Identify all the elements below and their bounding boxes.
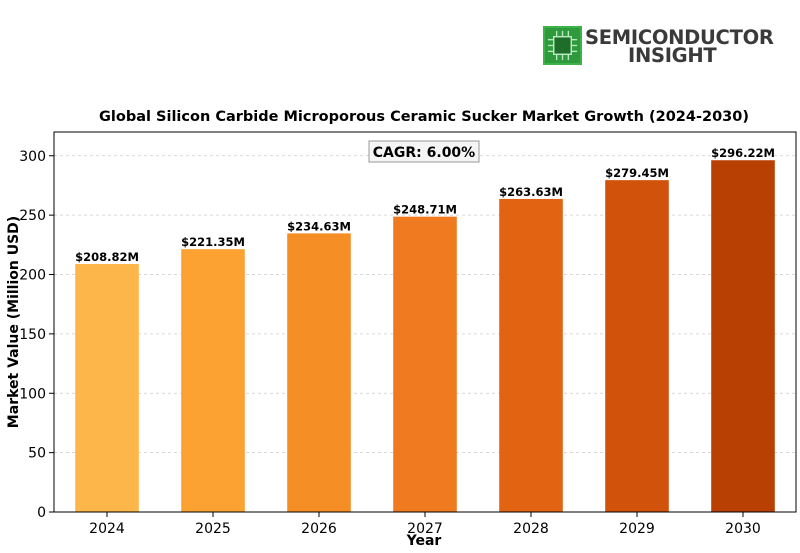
y-tick-label: 0 [37,505,46,521]
bar [181,249,245,512]
bar-value-label: $279.45M [605,166,669,180]
brand-name-line1: SEMICONDUCTOR [585,26,774,49]
cagr-label: CAGR: 6.00% [373,145,475,161]
chip-icon [543,26,582,65]
plot-frame [53,131,797,513]
bar-value-label: $248.71M [393,203,457,217]
x-axis-label: Year [406,533,442,549]
chart-title: Global Silicon Carbide Microporous Ceram… [99,109,749,125]
bar-value-label: $234.63M [287,219,351,233]
bar-value-label: $208.82M [75,250,139,264]
brand-logo: SEMICONDUCTOR INSIGHT [543,26,774,68]
bar [605,180,669,512]
bar-value-label: $221.35M [181,235,245,249]
x-tick-label: 2030 [725,521,761,537]
bar [287,233,351,512]
bar [499,198,563,512]
bar-value-label: $263.63M [499,185,563,199]
y-tick-label: 300 [19,149,46,165]
y-axis-label: Market Value (Million USD) [6,216,22,428]
cagr-annotation: CAGR: 6.00% [368,140,480,163]
brand-name-line2: INSIGHT [628,44,717,67]
x-tick-label: 2026 [301,521,337,537]
bar [393,216,457,513]
x-tick-label: 2029 [619,521,655,537]
y-tick-label: 250 [19,208,46,224]
x-tick-label: 2027 [407,521,443,537]
x-tick-label: 2025 [195,521,231,537]
y-tick-label: 100 [19,386,46,402]
x-tick-label: 2028 [513,521,549,537]
bars: $208.82M $221.35M $234.63M $248.71M $263.63M… [75,146,775,513]
y-tick-label: 200 [19,268,46,284]
y-tick-label: 150 [19,327,46,343]
cagr-box [368,140,480,163]
axes: 0 50 100 150 200 250 300 2024 2025 2026 2027 2028 20… [19,131,797,537]
x-tick-label: 2024 [89,521,125,537]
bar [75,264,139,512]
bar [711,160,775,512]
bar-value-label: $296.22M [711,146,775,160]
y-tick-label: 50 [28,446,46,462]
